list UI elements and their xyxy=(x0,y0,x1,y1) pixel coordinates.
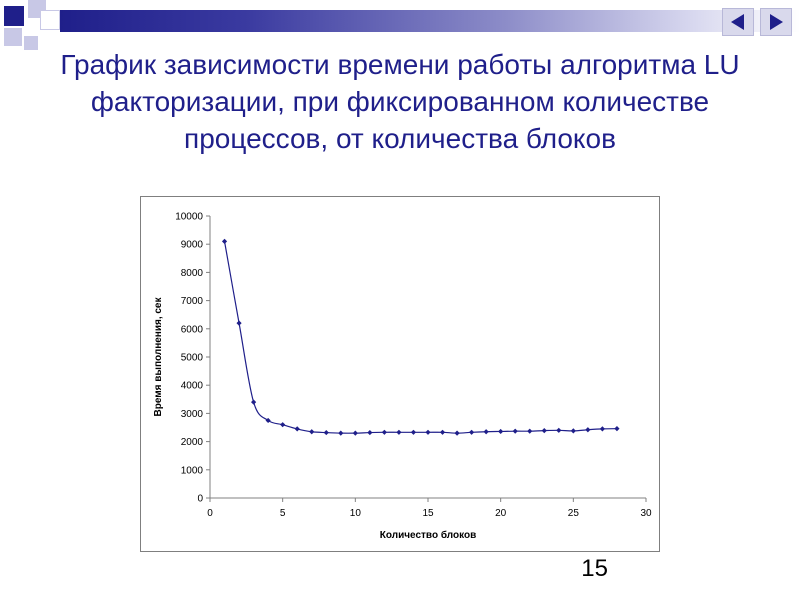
data-point-marker xyxy=(570,428,576,434)
x-tick-label: 0 xyxy=(207,508,213,519)
data-point-marker xyxy=(221,238,228,244)
data-point-marker xyxy=(498,428,504,435)
y-tick-label: 5000 xyxy=(181,353,204,364)
y-tick-label: 1000 xyxy=(181,465,204,476)
x-tick-label: 10 xyxy=(350,508,362,519)
data-point-marker xyxy=(280,422,286,428)
data-point-marker xyxy=(556,427,562,433)
y-tick-label: 6000 xyxy=(181,324,204,335)
y-tick-label: 2000 xyxy=(181,437,204,448)
data-point-marker xyxy=(381,429,387,435)
triangle-left-icon xyxy=(731,14,744,30)
data-point-marker xyxy=(512,428,518,434)
data-point-marker xyxy=(439,429,446,435)
data-point-marker xyxy=(410,429,417,435)
x-tick-label: 25 xyxy=(568,508,580,519)
next-slide-button[interactable] xyxy=(760,8,792,36)
data-point-marker xyxy=(294,426,300,432)
chart-area: 0 1000 2000 3000 4000 5000 6000 7000 8000 9000 100… xyxy=(140,196,660,552)
data-point-marker xyxy=(251,399,257,405)
y-tick-label: 8000 xyxy=(181,268,204,279)
decor-square-5 xyxy=(24,36,38,50)
data-point-marker xyxy=(396,429,402,435)
data-point-marker xyxy=(483,429,489,435)
data-point-marker xyxy=(469,429,475,435)
data-point-marker xyxy=(338,430,344,436)
data-point-marker xyxy=(614,426,620,432)
data-point-marker xyxy=(527,428,533,434)
y-tick-label: 9000 xyxy=(181,240,204,251)
x-tick-label: 5 xyxy=(280,508,286,519)
page-number: 15 xyxy=(581,555,608,582)
data-point-marker xyxy=(425,429,431,435)
data-point-marker xyxy=(541,428,547,434)
data-point-marker xyxy=(454,430,460,436)
decor-square-4 xyxy=(4,28,22,46)
y-tick-label: 4000 xyxy=(181,381,204,392)
line-chart: 0100020003000400050006000700080009000100… xyxy=(153,212,652,542)
header-gradient-bar xyxy=(60,10,800,32)
x-tick-label: 15 xyxy=(422,508,434,519)
y-tick-label: 0 xyxy=(197,494,203,505)
triangle-right-icon xyxy=(770,14,783,30)
data-point-marker xyxy=(323,429,329,436)
y-axis-title: Время выполнения, сек xyxy=(153,297,164,417)
x-axis-title: Количество блоков xyxy=(380,529,476,541)
data-point-marker xyxy=(585,427,591,433)
data-point-marker xyxy=(599,426,605,432)
x-tick-label: 30 xyxy=(640,508,652,519)
y-tick-label: 3000 xyxy=(181,409,204,420)
prev-slide-button[interactable] xyxy=(722,8,754,36)
decor-square-1 xyxy=(4,6,24,26)
y-tick-label: 10000 xyxy=(175,212,203,223)
x-tick-label: 20 xyxy=(495,508,507,519)
slide-title: График зависимости времени работы алгори… xyxy=(60,49,740,154)
data-point-marker xyxy=(309,429,315,435)
series-line xyxy=(223,241,617,434)
data-point-marker xyxy=(367,429,373,436)
data-point-marker xyxy=(236,320,242,326)
y-tick-label: 7000 xyxy=(181,296,204,307)
decor-square-3 xyxy=(40,10,60,30)
data-point-marker xyxy=(352,430,358,436)
